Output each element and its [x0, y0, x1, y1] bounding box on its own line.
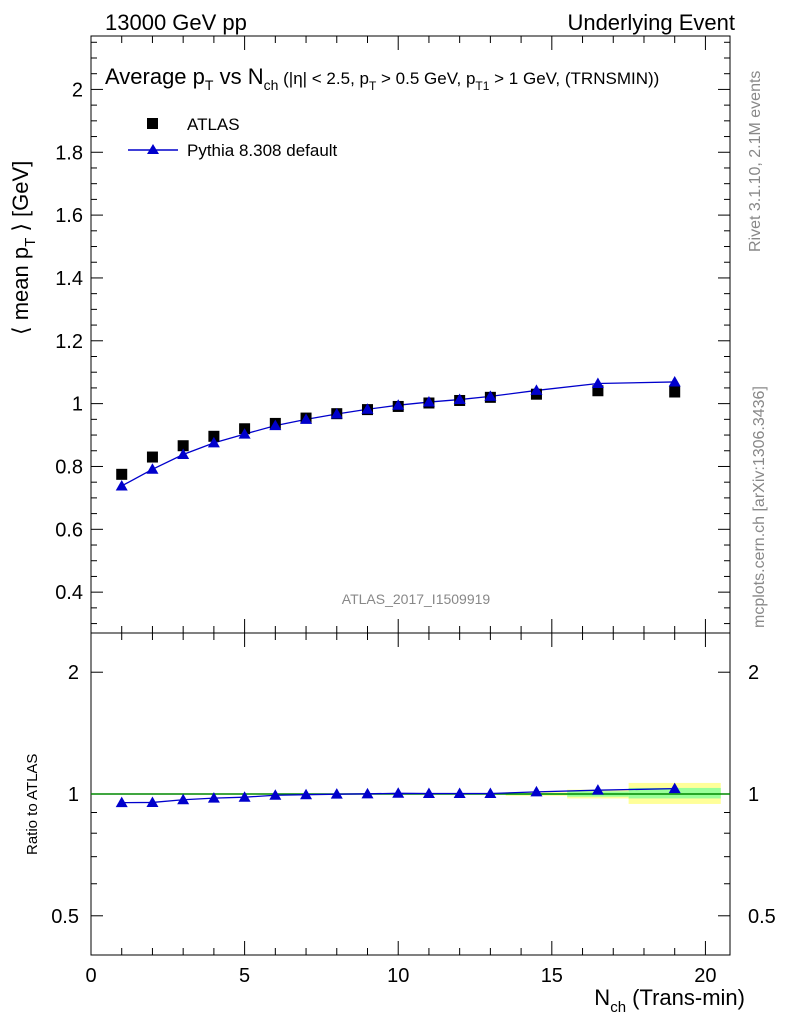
pythia-point: [361, 403, 374, 414]
atlas-point: [669, 386, 681, 398]
ratio-pythia-point: [422, 787, 435, 798]
legend-label-atlas: ATLAS: [187, 115, 240, 134]
legend-marker-atlas: [147, 118, 158, 129]
ratio-pythia-point: [484, 787, 497, 798]
main-y-axis-label: ⟨ mean pT ⟩ [GeV]: [8, 161, 39, 335]
header-right: Underlying Event: [567, 10, 735, 35]
x-axis-ticks: 0 5 10 15 20: [85, 36, 717, 987]
main-y-tick-label: 0.6: [55, 519, 83, 541]
main-y-tick-label: 0.4: [55, 582, 83, 604]
atlas-point: [146, 451, 158, 463]
pythia-point: [300, 413, 313, 424]
ratio-pythia-point: [392, 787, 405, 798]
x-tick-label: 0: [85, 965, 96, 987]
ratio-pythia-point: [530, 785, 543, 797]
x-axis-label: Nch (Trans-min): [594, 985, 745, 1016]
ratio-pythia-point: [146, 796, 159, 807]
main-y-tick-label: 1: [72, 394, 83, 416]
pythia-point: [422, 396, 435, 407]
ratio-y-tick-label: 0.5: [51, 906, 79, 928]
main-axis-ticks: 0.4 0.6 0.8 1 1.2 1.4 1.6 1.8 2: [55, 41, 730, 625]
ratio-y-tick-label-right: 2: [748, 662, 759, 684]
pythia-point: [668, 375, 681, 387]
rivet-version-label: Rivet 3.1.10, 2.1M events: [747, 71, 764, 252]
header-left: 13000 GeV pp: [105, 10, 247, 35]
main-y-tick-label: 2: [72, 79, 83, 101]
pythia-point: [207, 436, 220, 448]
ratio-pythia-point: [238, 791, 251, 802]
ratio-plot-marks: [115, 782, 681, 808]
ratio-pythia-point: [269, 789, 282, 800]
ratio-pythia-point: [300, 788, 313, 800]
pythia-point: [453, 393, 466, 405]
main-y-tick-label: 1.2: [55, 331, 83, 353]
atlas-point: [116, 468, 128, 480]
ratio-pythia-point: [361, 787, 374, 799]
pythia-point: [591, 377, 604, 389]
main-y-tick-label: 1.8: [55, 142, 83, 164]
main-y-tick-label: 0.8: [55, 456, 83, 478]
ratio-pythia-point: [330, 788, 343, 799]
pythia-point: [177, 448, 190, 460]
x-tick-label: 20: [694, 965, 716, 987]
ratio-pythia-point: [207, 792, 220, 803]
pythia-point: [392, 399, 405, 410]
pythia-point: [269, 419, 282, 431]
atlas-point: [177, 440, 189, 452]
pythia-point: [530, 384, 543, 395]
main-y-tick-label: 1.6: [55, 205, 83, 227]
legend-label-pythia: Pythia 8.308 default: [187, 141, 338, 160]
ratio-y-tick-label: 2: [68, 662, 79, 684]
ratio-y-tick-label: 1: [68, 784, 79, 806]
ratio-axis-ticks: 0.5 0.5 1 1 2 2: [51, 662, 776, 928]
pythia-point: [115, 479, 128, 491]
main-plot-marks: [115, 375, 681, 491]
legend: ATLAS Pythia 8.308 default: [128, 115, 338, 160]
ratio-pythia-point: [668, 782, 681, 794]
atlas-point: [208, 430, 220, 442]
main-y-tick-label: 1.4: [55, 268, 83, 290]
mcplots-label: mcplots.cern.ch [arXiv:1306.3436]: [751, 386, 768, 628]
x-tick-label: 5: [239, 965, 250, 987]
ratio-pythia-point: [177, 793, 190, 805]
ratio-pythia-point: [115, 796, 128, 808]
pythia-point: [238, 428, 251, 439]
analysis-watermark: ATLAS_2017_I1509919: [342, 591, 491, 607]
atlas-point: [592, 385, 604, 397]
pythia-line: [121, 381, 675, 487]
pythia-point: [146, 463, 159, 474]
ratio-y-tick-label-right: 0.5: [748, 906, 776, 928]
legend-marker-pythia: [147, 144, 159, 154]
ratio-pythia-line: [121, 787, 675, 804]
ratio-y-axis-label: Ratio to ATLAS: [24, 754, 41, 855]
ratio-y-tick-label-right: 1: [748, 784, 759, 806]
ratio-pythia-point: [591, 784, 604, 795]
plot-title: Average pT vs Nch (|η| < 2.5, pT > 0.5 G…: [105, 64, 659, 93]
ratio-pythia-point: [453, 787, 466, 798]
x-tick-label: 15: [541, 965, 563, 987]
pythia-point: [330, 407, 343, 419]
x-tick-label: 10: [387, 965, 409, 987]
pythia-point: [484, 390, 497, 401]
